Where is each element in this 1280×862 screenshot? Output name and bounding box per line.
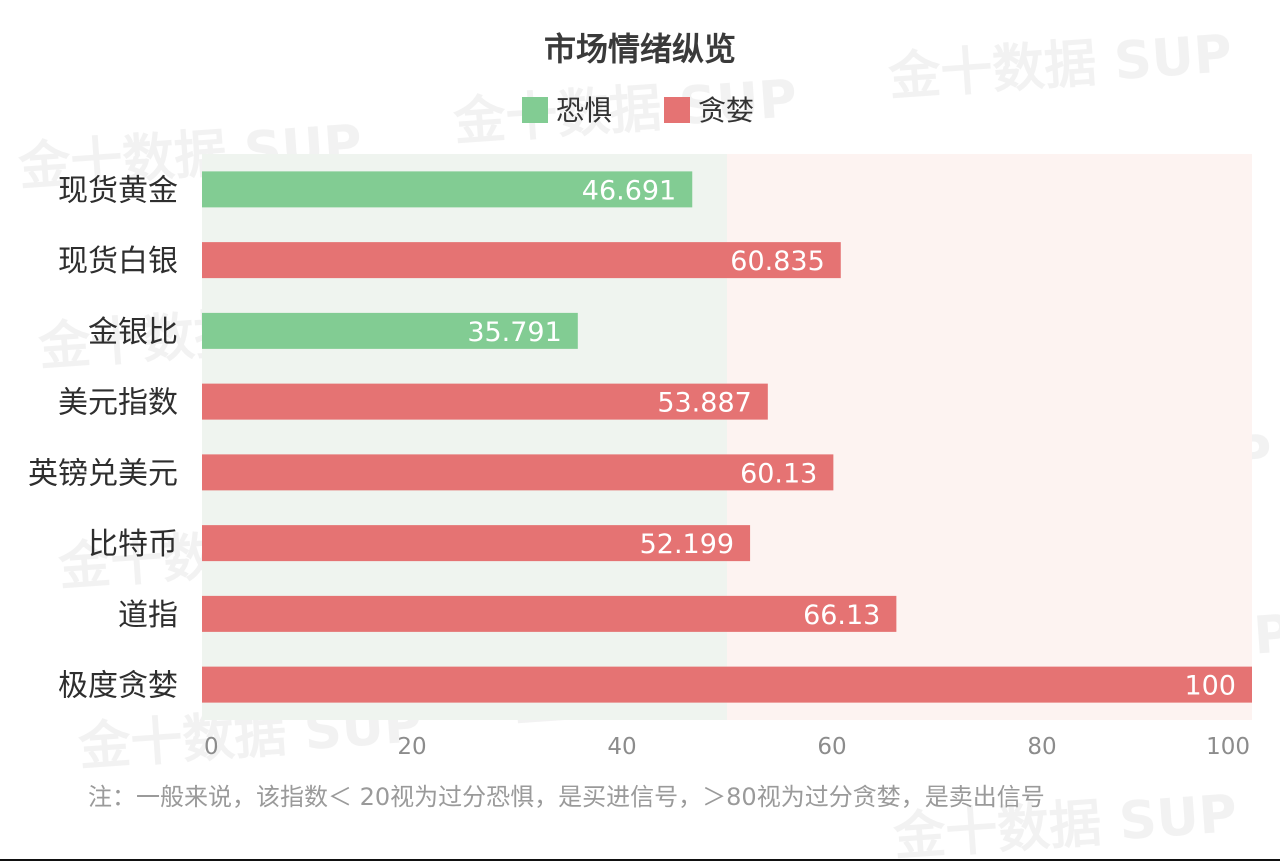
bar-value-label: 100 [1184, 671, 1236, 702]
category-label: 比特币 [88, 527, 178, 562]
watermark-text: 金十数据 SUP [886, 24, 1234, 108]
category-label: 道指 [118, 598, 178, 633]
bar [202, 666, 1252, 703]
bar-value-label: 66.13 [803, 600, 880, 631]
x-tick-label: 20 [397, 734, 426, 760]
category-label: 金银比 [88, 315, 178, 350]
bar [202, 525, 751, 562]
greed-zone [727, 154, 1252, 720]
category-label: 美元指数 [58, 386, 178, 421]
bars: 46.691 60.835 35.791 53.887 60.13 52.199 66.13… [202, 171, 1252, 703]
x-tick-label: 60 [817, 734, 846, 760]
footnote: 注：一般来说，该指数＜ 20视为过分恐惧，是买进信号，＞80视为过分贪婪，是卖出… [88, 783, 1045, 811]
bar [202, 383, 768, 420]
bar-value-label: 60.13 [740, 458, 817, 489]
bar [202, 171, 693, 208]
plot-background [202, 154, 1252, 720]
category-label: 极度贪婪 [58, 669, 178, 704]
x-tick-label: 80 [1027, 734, 1056, 760]
bar-value-label: 46.691 [582, 175, 676, 206]
bar [202, 312, 578, 349]
legend-label: 贪婪 [698, 94, 754, 127]
bar [202, 454, 834, 491]
bar-value-label: 52.199 [640, 529, 734, 560]
x-tick-label: 100 [1206, 734, 1250, 760]
category-label: 现货黄金 [58, 173, 178, 208]
fear-zone [202, 154, 727, 720]
chart-title: 市场情绪纵览 [544, 30, 736, 68]
category-label: 英镑兑美元 [28, 456, 178, 491]
bar-value-label: 35.791 [467, 317, 561, 348]
bar-value-label: 53.887 [657, 388, 751, 419]
bar [202, 242, 841, 279]
bar [202, 595, 897, 632]
x-axis-ticks: 0 20 40 60 80 100 [204, 734, 1250, 760]
category-label: 现货白银 [58, 244, 178, 279]
legend: 恐惧 贪婪 [522, 94, 754, 127]
legend-swatch [522, 97, 548, 123]
legend-label: 恐惧 [556, 94, 612, 127]
bar-value-label: 60.835 [730, 246, 824, 277]
legend-swatch [664, 97, 690, 123]
x-tick-label: 0 [204, 734, 219, 760]
x-tick-label: 40 [607, 734, 636, 760]
